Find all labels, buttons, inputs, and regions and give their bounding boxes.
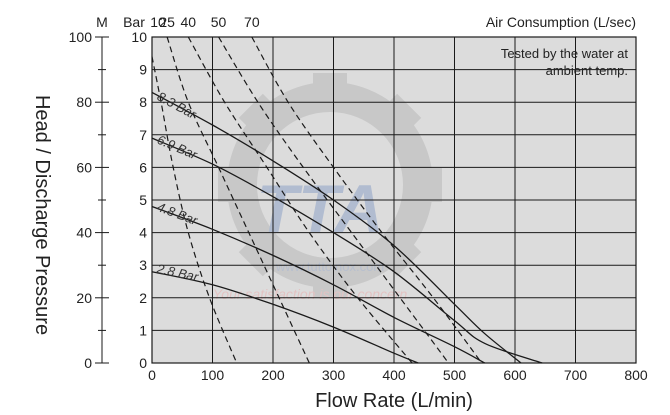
watermark-url: www.tuttoinox.com: [275, 259, 384, 274]
m-tick-label: 20: [76, 290, 92, 306]
y-m-axis: 0 20 40 60 80 100: [69, 29, 109, 371]
air-consumption-curve-50: [218, 36, 449, 364]
bar-tick-label: 7: [139, 127, 147, 143]
air-consumption-tick-label: 50: [211, 14, 227, 30]
pressure-curves: [151, 91, 543, 364]
x-tick-label: 200: [261, 367, 285, 383]
m-tick-label: 40: [76, 225, 92, 241]
x-tick-label: 600: [503, 367, 527, 383]
bar-tick-label: 4: [139, 225, 147, 241]
bar-tick-label: 0: [139, 355, 147, 371]
grid: [151, 36, 637, 364]
y-axis-title: Head / Discharge Pressure: [31, 95, 53, 335]
y-bar-axis-ticks: 0 1 2 3 4 5 6 7 8 9 10: [131, 29, 147, 371]
gear-ring: [227, 82, 433, 288]
m-unit-label: M: [96, 14, 108, 30]
x-tick-label: 100: [201, 367, 225, 383]
bar-tick-label: 2: [139, 290, 147, 306]
x-tick-label: 0: [148, 367, 156, 383]
pressure-curve-6.9-bar: [151, 137, 543, 364]
pressure-curve-8.3-bar: [151, 91, 522, 364]
plot-border: [151, 36, 637, 364]
bar-tick-label: 5: [139, 192, 147, 208]
bar-unit-label: Bar: [123, 14, 145, 30]
pressure-curve-2.8-bar: [151, 271, 419, 364]
bar-tick-label: 3: [139, 257, 147, 273]
x-tick-label: 400: [382, 367, 406, 383]
bar-tick-label: 1: [139, 322, 147, 338]
x-tick-label: 300: [322, 367, 346, 383]
m-tick-label: 100: [69, 29, 93, 45]
test-note-line-1: Tested by the water at: [501, 46, 629, 61]
x-tick-label: 800: [624, 367, 648, 383]
air-consumption-tick-label: 70: [244, 14, 260, 30]
x-tick-label: 500: [443, 367, 467, 383]
air-consumption-tick-label: 10: [150, 14, 166, 30]
air-consumption-curve-70: [251, 36, 483, 364]
air-consumption-curve-25: [166, 36, 310, 364]
x-axis-ticks: 0 100 200 300 400 500 600 700 800: [148, 367, 648, 383]
bar-tick-label: 8: [139, 94, 147, 110]
air-consumption-tick-label: 25: [159, 14, 175, 30]
test-note-line-2: ambient temp.: [546, 63, 628, 78]
m-tick-label: 60: [76, 159, 92, 175]
watermark-logo: TTA: [256, 171, 383, 247]
bar-tick-label: 6: [139, 159, 147, 175]
air-consumption-title: Air Consumption (L/sec): [486, 14, 636, 30]
bar-tick-label: 10: [131, 29, 147, 45]
m-tick-label: 80: [76, 94, 92, 110]
bar-tick-label: 9: [139, 62, 147, 78]
m-tick-label: 0: [84, 355, 92, 371]
air-consumption-curves: [151, 36, 483, 364]
x-axis-title: Flow Rate (L/min): [315, 390, 473, 412]
air-consumption-curve-40: [187, 36, 413, 364]
air-consumption-tick-label: 40: [181, 14, 197, 30]
x-tick-label: 700: [564, 367, 588, 383]
pressure-curve-4.8-bar: [151, 205, 486, 364]
